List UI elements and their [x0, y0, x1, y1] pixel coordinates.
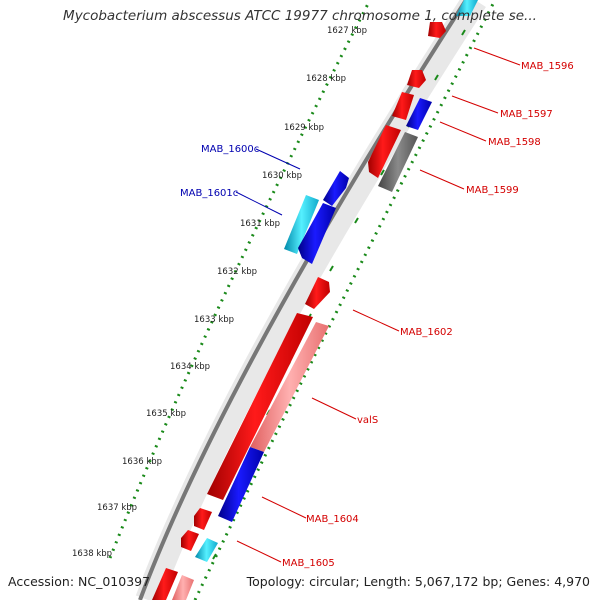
- label-vals[interactable]: valS: [357, 415, 378, 426]
- gene-mab-1596b[interactable]: [407, 70, 426, 88]
- gene-bottom-red[interactable]: [152, 568, 178, 600]
- label-mab-1605[interactable]: MAB_1605: [282, 558, 335, 569]
- reverse-genes: [284, 171, 349, 264]
- gene-mab-1605[interactable]: [181, 530, 199, 551]
- gene-top-cyan[interactable]: [456, 0, 478, 16]
- gene-mab-1601c[interactable]: [298, 203, 336, 264]
- leader-lines: [235, 47, 521, 563]
- inner-dotted-arc: [193, 0, 497, 600]
- summary-label: Topology: circular; Length: 5,067,172 bp…: [246, 574, 590, 589]
- label-mab-1604[interactable]: MAB_1604: [306, 514, 359, 525]
- gene-mab-1598[interactable]: [406, 98, 432, 130]
- label-mab-1602[interactable]: MAB_1602: [400, 327, 453, 338]
- tick-label: 1627 kbp: [327, 26, 367, 36]
- label-mab-1600c[interactable]: MAB_1600c: [201, 144, 259, 155]
- tick-label: 1636 kbp: [122, 457, 162, 467]
- tick-label: 1632 kbp: [217, 267, 257, 277]
- tick-label: 1633 kbp: [194, 315, 234, 325]
- forward-genes: [152, 0, 478, 600]
- gene-mab-1600c[interactable]: [323, 171, 349, 206]
- gene-mab-1597[interactable]: [392, 92, 414, 120]
- gene-mab-1605-cyan[interactable]: [195, 538, 218, 562]
- tick-labels: 1627 kbp 1628 kbp 1629 kbp 1630 kbp 1631…: [72, 26, 367, 559]
- tick-label: 1629 kbp: [284, 123, 324, 133]
- gene-mab-1602[interactable]: [305, 277, 330, 309]
- tick-label: 1630 kbp: [262, 171, 302, 181]
- gene-red-1598[interactable]: [368, 125, 401, 178]
- gene-mab-1601c-cyan[interactable]: [284, 195, 319, 254]
- gene-mab-1604[interactable]: [218, 447, 264, 522]
- tick-label: 1637 kbp: [97, 503, 137, 513]
- label-mab-1597[interactable]: MAB_1597: [500, 109, 553, 120]
- gene-bottom-pink[interactable]: [172, 575, 194, 600]
- gene-mab-1604b[interactable]: [194, 508, 212, 530]
- label-mab-1601c[interactable]: MAB_1601c: [180, 188, 238, 199]
- gene-red-long[interactable]: [207, 313, 313, 500]
- gene-labels: MAB_1596 MAB_1597 MAB_1598 MAB_1599 MAB_…: [180, 61, 574, 569]
- map-title: Mycobacterium abscessus ATCC 19977 chrom…: [63, 8, 537, 24]
- tick-label: 1635 kbp: [146, 409, 186, 419]
- gene-mab-1596[interactable]: [428, 22, 446, 38]
- label-mab-1599[interactable]: MAB_1599: [466, 185, 519, 196]
- accession-label: Accession: NC_010397: [8, 574, 151, 589]
- gene-vals[interactable]: [250, 322, 329, 452]
- label-mab-1598[interactable]: MAB_1598: [488, 137, 541, 148]
- tick-label: 1634 kbp: [170, 362, 210, 372]
- tick-label: 1628 kbp: [306, 74, 346, 84]
- label-mab-1596[interactable]: MAB_1596: [521, 61, 574, 72]
- tick-label: 1638 kbp: [72, 549, 112, 559]
- gene-mab-1599[interactable]: [378, 132, 418, 192]
- tick-label: 1631 kbp: [240, 219, 280, 229]
